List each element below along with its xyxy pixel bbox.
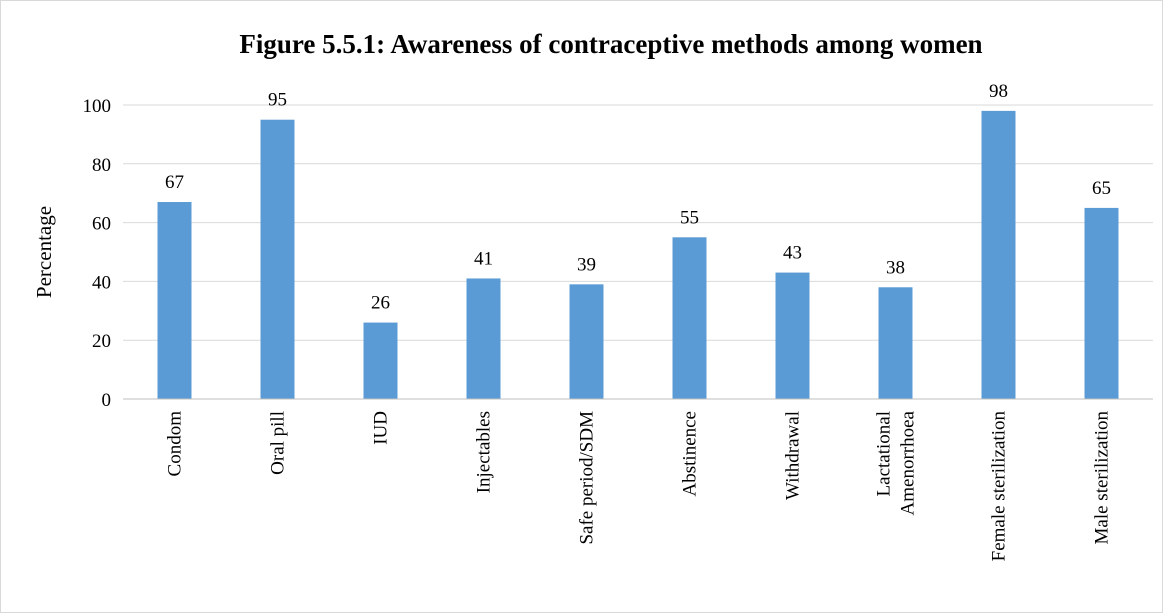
x-axis-category-labels: Condom Oral pill IUD Injectables Safe period… — [165, 410, 1113, 561]
x-category-label: Injectables — [474, 411, 495, 493]
x-category-label: Female sterilization — [989, 411, 1010, 562]
gridlines — [123, 104, 1153, 341]
x-category-label: IUD — [371, 411, 392, 445]
bar — [363, 322, 398, 399]
x-category-label: Male sterilization — [1092, 411, 1113, 545]
data-label: 43 — [783, 243, 802, 264]
bar — [981, 110, 1016, 399]
bar — [775, 272, 810, 399]
bar — [157, 202, 192, 399]
data-label: 65 — [1092, 178, 1111, 199]
data-labels: 67 95 26 41 39 55 43 38 98 65 — [165, 81, 1111, 314]
bars — [157, 110, 1119, 399]
data-label: 41 — [474, 248, 493, 269]
y-axis-ticks: 0 20 40 60 80 100 — [83, 96, 112, 411]
x-category-label: Abstinence — [680, 411, 701, 496]
y-tick-label: 80 — [92, 155, 111, 176]
bar — [1084, 207, 1119, 399]
y-tick-label: 20 — [92, 331, 111, 352]
bar — [878, 287, 913, 399]
x-category-label: Safe period/SDM — [577, 411, 598, 545]
y-tick-label: 0 — [102, 390, 112, 411]
bar — [260, 119, 295, 399]
bar — [672, 237, 707, 399]
bar — [569, 284, 604, 399]
y-tick-label: 60 — [92, 214, 111, 235]
y-axis-label: Percentage — [32, 206, 56, 298]
x-category-label: Oral pill — [268, 411, 289, 475]
y-tick-label: 100 — [83, 96, 112, 117]
x-category-label: Amenorrhoea — [898, 410, 919, 515]
data-label: 98 — [989, 81, 1008, 102]
chart-title: Figure 5.5.1: Awareness of contraceptive… — [239, 29, 982, 59]
bar — [466, 278, 501, 399]
data-label: 26 — [371, 293, 390, 314]
x-category-label: Lactational — [874, 411, 895, 496]
data-label: 55 — [680, 207, 699, 228]
data-label: 38 — [886, 257, 905, 278]
data-label: 67 — [165, 172, 184, 193]
x-category-label: Withdrawal — [783, 411, 804, 500]
data-label: 95 — [268, 90, 287, 111]
x-category-label: Condom — [165, 411, 186, 477]
y-tick-label: 40 — [92, 272, 111, 293]
data-label: 39 — [577, 254, 596, 275]
